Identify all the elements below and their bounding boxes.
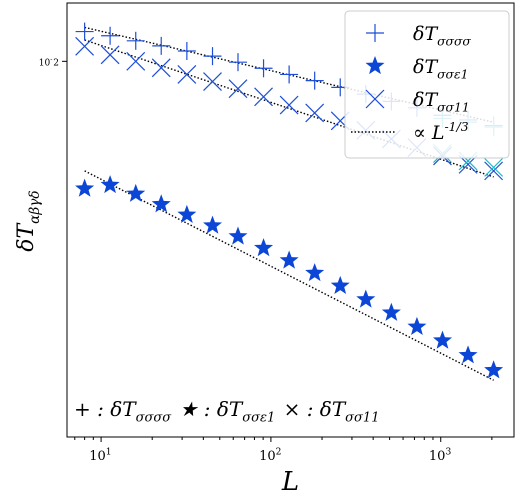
cross-point	[254, 87, 273, 107]
star-point	[279, 250, 299, 269]
plus-point	[177, 41, 196, 60]
cross-point	[484, 161, 504, 181]
legend-label: δTσσσσ	[413, 23, 473, 48]
axes-frame	[66, 2, 515, 438]
cross-point	[151, 58, 171, 78]
plus-point	[228, 53, 247, 72]
star-point	[432, 330, 452, 349]
legend-plus-swatch	[366, 24, 384, 42]
y-axis-label: δTαβγδ	[14, 188, 43, 252]
star-point	[202, 215, 223, 234]
cross-point	[203, 72, 222, 91]
cross-point	[305, 103, 325, 123]
x-tick-label: 103	[429, 448, 453, 464]
legend-label: δTσσ11	[413, 89, 472, 114]
cross-point	[279, 95, 299, 115]
star-point	[330, 275, 350, 294]
annotation: + : δTσσσσ ★ : δTσσε1 × : δTσσ11	[74, 397, 381, 426]
plus-point	[75, 22, 94, 41]
star-point	[75, 178, 95, 197]
y-tick-label: 10- 2	[39, 57, 59, 69]
star-point	[228, 226, 248, 245]
star-point	[356, 289, 376, 308]
legend-label: δTσσε1	[413, 56, 470, 81]
star-point	[484, 360, 504, 379]
cross-point	[100, 45, 120, 65]
legend-box	[344, 10, 510, 159]
fit-line-3	[84, 170, 494, 381]
cross-point	[177, 65, 197, 84]
legend: δTσσσσ δTσσε1 δTσσ11 ∝ L-1/3	[344, 10, 510, 159]
plus-point	[305, 71, 324, 90]
cross-point	[75, 36, 95, 56]
legend-star-swatch	[365, 56, 385, 75]
plus-point	[280, 65, 299, 84]
legend-label: ∝ L-1/3	[413, 120, 470, 144]
star-point	[151, 194, 171, 213]
star-point	[407, 316, 427, 335]
plus-point	[126, 31, 145, 50]
star-point	[126, 183, 146, 202]
star-point	[381, 302, 401, 321]
legend-cross-swatch	[365, 89, 385, 109]
star-point	[305, 263, 325, 282]
plus-point	[152, 36, 171, 55]
x-tick-label: 102	[259, 448, 283, 464]
highlight-cross-point	[484, 157, 504, 177]
plus-point	[101, 26, 120, 45]
cross-point	[228, 79, 248, 99]
star-point	[458, 345, 478, 364]
plus-point	[254, 59, 273, 78]
cross-point	[126, 51, 146, 71]
star-point	[177, 204, 197, 223]
star-point	[254, 238, 274, 257]
plus-point	[203, 47, 222, 66]
annotation-text: + : δTσσσσ ★ : δTσσε1 × : δTσσ11	[74, 397, 381, 426]
x-tick-label: 101	[89, 448, 113, 464]
star-point	[100, 175, 120, 194]
x-axis-label: L	[281, 467, 299, 497]
